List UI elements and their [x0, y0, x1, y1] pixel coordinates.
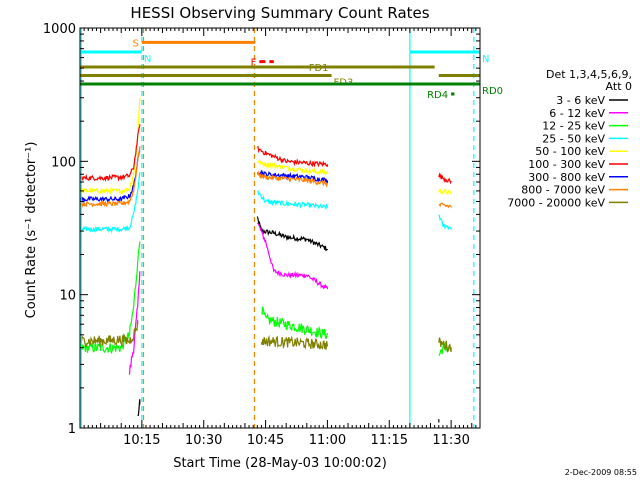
series-line-6-segment-3 [438, 172, 452, 185]
series-line-5-segment-2 [257, 158, 328, 177]
plot-area: SNNFFD1FD3RD0RD4 [79, 27, 503, 429]
series-line-4-segment-3 [438, 214, 452, 231]
legend-label-2: 6 - 12 keV [549, 107, 605, 120]
status-label-2: N [144, 54, 151, 65]
x-axis-label: Start Time (28-May-03 10:00:02) [173, 456, 387, 471]
series-line-2-segment-1 [128, 271, 141, 375]
legend-label-9: 7000 - 20000 keV [507, 196, 605, 209]
series-line-4-segment-1 [79, 172, 141, 234]
legend-label-7: 300 - 800 keV [528, 171, 605, 184]
series-line-4-segment-2 [256, 190, 328, 210]
series-line-8-segment-3 [438, 202, 452, 209]
series-line-7-segment-1 [79, 150, 141, 204]
series-line-6-segment-1 [79, 124, 141, 183]
x-tick-label-2: 10:30 [185, 433, 222, 448]
series-line-9-segment-3 [438, 337, 452, 353]
series-line-1-segment-2 [256, 216, 328, 252]
series-line-2-segment-2 [257, 222, 328, 290]
series-line-8-segment-1 [79, 146, 141, 209]
x-tick-label-6: 11:30 [432, 433, 469, 448]
x-tick-label-3: 10:45 [247, 433, 284, 448]
legend-title-line-1: Det 1,3,4,5,6,9, [546, 68, 632, 81]
x-axis: 10:15 10:30 10:45 11:00 11:15 11:30 [79, 28, 481, 448]
legend-title-line-2: Att 0 [606, 80, 632, 93]
y-tick-label-1: 1 [68, 422, 76, 437]
series-line-9-segment-1 [79, 320, 139, 347]
timestamp: 2-Dec-2009 08:55 [565, 468, 637, 477]
series-line-5-segment-1 [79, 97, 141, 195]
status-label-4: F [251, 58, 257, 69]
legend-label-1: 3 - 6 keV [556, 94, 605, 107]
legend-label-8: 800 - 7000 keV [521, 184, 605, 197]
series-line-6-segment-2 [257, 146, 328, 168]
x-tick-label-1: 10:15 [123, 433, 160, 448]
series-line-7-segment-2 [257, 169, 328, 185]
status-label-9: RD0 [482, 86, 503, 97]
x-tick-label-5: 11:15 [371, 433, 408, 448]
series-line-9-segment-2 [260, 334, 328, 350]
x-tick-label-4: 11:00 [309, 433, 346, 448]
y-tick-label-4: 1000 [43, 22, 76, 37]
y-tick-label-2: 10 [59, 289, 76, 304]
series-line-1-segment-1 [137, 399, 141, 417]
legend-label-5: 50 - 100 keV [535, 145, 605, 158]
series-line-8-segment-2 [256, 170, 328, 188]
legend-label-6: 100 - 300 keV [528, 158, 605, 171]
plot-frame [79, 27, 481, 429]
legend-label-4: 25 - 50 keV [542, 132, 605, 145]
y-tick-label-3: 100 [51, 155, 76, 170]
status-label-1: S [132, 38, 138, 49]
status-label-3: N [482, 54, 489, 65]
series-line-5-segment-3 [438, 188, 452, 195]
y-axis: 1 10 100 1000 [43, 22, 480, 437]
series-line-3-segment-2 [260, 306, 328, 340]
chart-title: HESSI Observing Summary Count Rates [130, 4, 429, 22]
series-line-3-segment-1 [79, 241, 141, 355]
legend-label-3: 12 - 25 keV [542, 120, 605, 133]
y-axis-label: Count Rate (s⁻¹ detector⁻¹) [24, 142, 39, 319]
status-label-10: RD4 [427, 90, 448, 101]
